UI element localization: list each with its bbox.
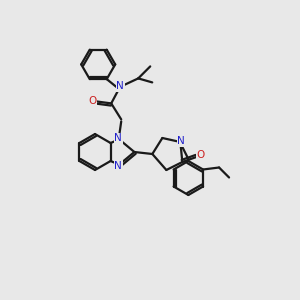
Text: O: O — [88, 96, 96, 106]
Text: N: N — [114, 134, 122, 143]
Text: N: N — [116, 81, 124, 92]
Text: O: O — [196, 150, 205, 160]
Text: N: N — [114, 160, 122, 171]
Text: N: N — [178, 136, 185, 146]
